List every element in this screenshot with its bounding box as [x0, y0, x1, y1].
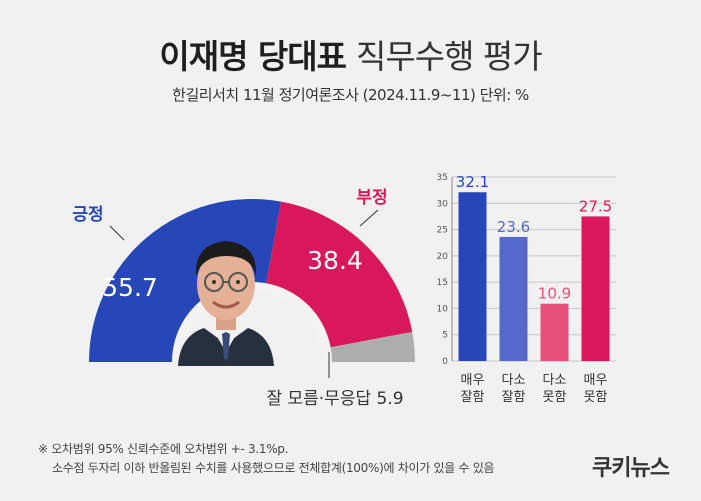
title-light: 직무수행 평가	[356, 37, 543, 76]
leader-line	[109, 225, 125, 241]
footnotes: ※ 오차범위 95% 신뢰수준에 오차범위 +- 3.1%p. 소수점 두자리 …	[38, 440, 494, 478]
x-category-label: 못함	[584, 390, 608, 405]
slice-label-value: 잘 모름·무응답 5.9	[266, 389, 403, 409]
bar-value-label: 10.9	[538, 285, 571, 303]
title-bold: 이재명 당대표	[159, 37, 347, 76]
donut-slice	[330, 331, 415, 362]
y-tick-label: 15	[437, 278, 448, 288]
slice-value: 55.7	[102, 273, 158, 302]
bar-value-label: 27.5	[579, 197, 612, 215]
slice-label: 긍정	[72, 205, 103, 225]
x-category-label: 못함	[543, 390, 567, 405]
y-tick-label: 35	[437, 173, 448, 183]
y-tick-label: 10	[437, 304, 449, 314]
politician-portrait	[178, 241, 274, 366]
x-category-label: 다소	[543, 373, 567, 388]
x-category-label: 매우	[461, 373, 485, 388]
bar	[458, 192, 487, 361]
x-category-label: 다소	[502, 373, 526, 388]
bar-value-label: 32.1	[456, 173, 489, 191]
donut-slice	[266, 201, 413, 348]
leader-line	[359, 209, 379, 227]
x-category-label: 매우	[584, 373, 608, 388]
x-category-label: 잘함	[502, 390, 526, 405]
y-tick-label: 5	[442, 331, 448, 341]
footnote-rounding: 소수점 두자리 이하 반올림된 수치를 사용했으므로 전체합계(100%)에 차…	[52, 461, 495, 475]
footnote-margin: ※ 오차범위 95% 신뢰수준에 오차범위 +- 3.1%p.	[38, 442, 289, 456]
slice-value: 38.4	[307, 246, 363, 275]
y-tick-label: 25	[437, 226, 448, 236]
bar-value-label: 23.6	[497, 218, 530, 236]
y-tick-label: 0	[442, 357, 448, 367]
bar	[499, 236, 528, 361]
publisher-logo: 쿠키뉴스	[592, 456, 670, 481]
slice-label: 부정	[356, 188, 387, 208]
y-tick-label: 20	[437, 252, 449, 262]
bar	[540, 303, 569, 361]
y-tick-label: 30	[437, 199, 449, 209]
bar	[581, 216, 610, 361]
donut-slice	[89, 198, 282, 362]
chart-title: 이재명 당대표 직무수행 평가	[0, 30, 701, 78]
x-category-label: 잘함	[461, 390, 485, 405]
chart-subtitle: 한길리서치 11월 정기여론조사 (2024.11.9~11) 단위: %	[172, 86, 529, 104]
